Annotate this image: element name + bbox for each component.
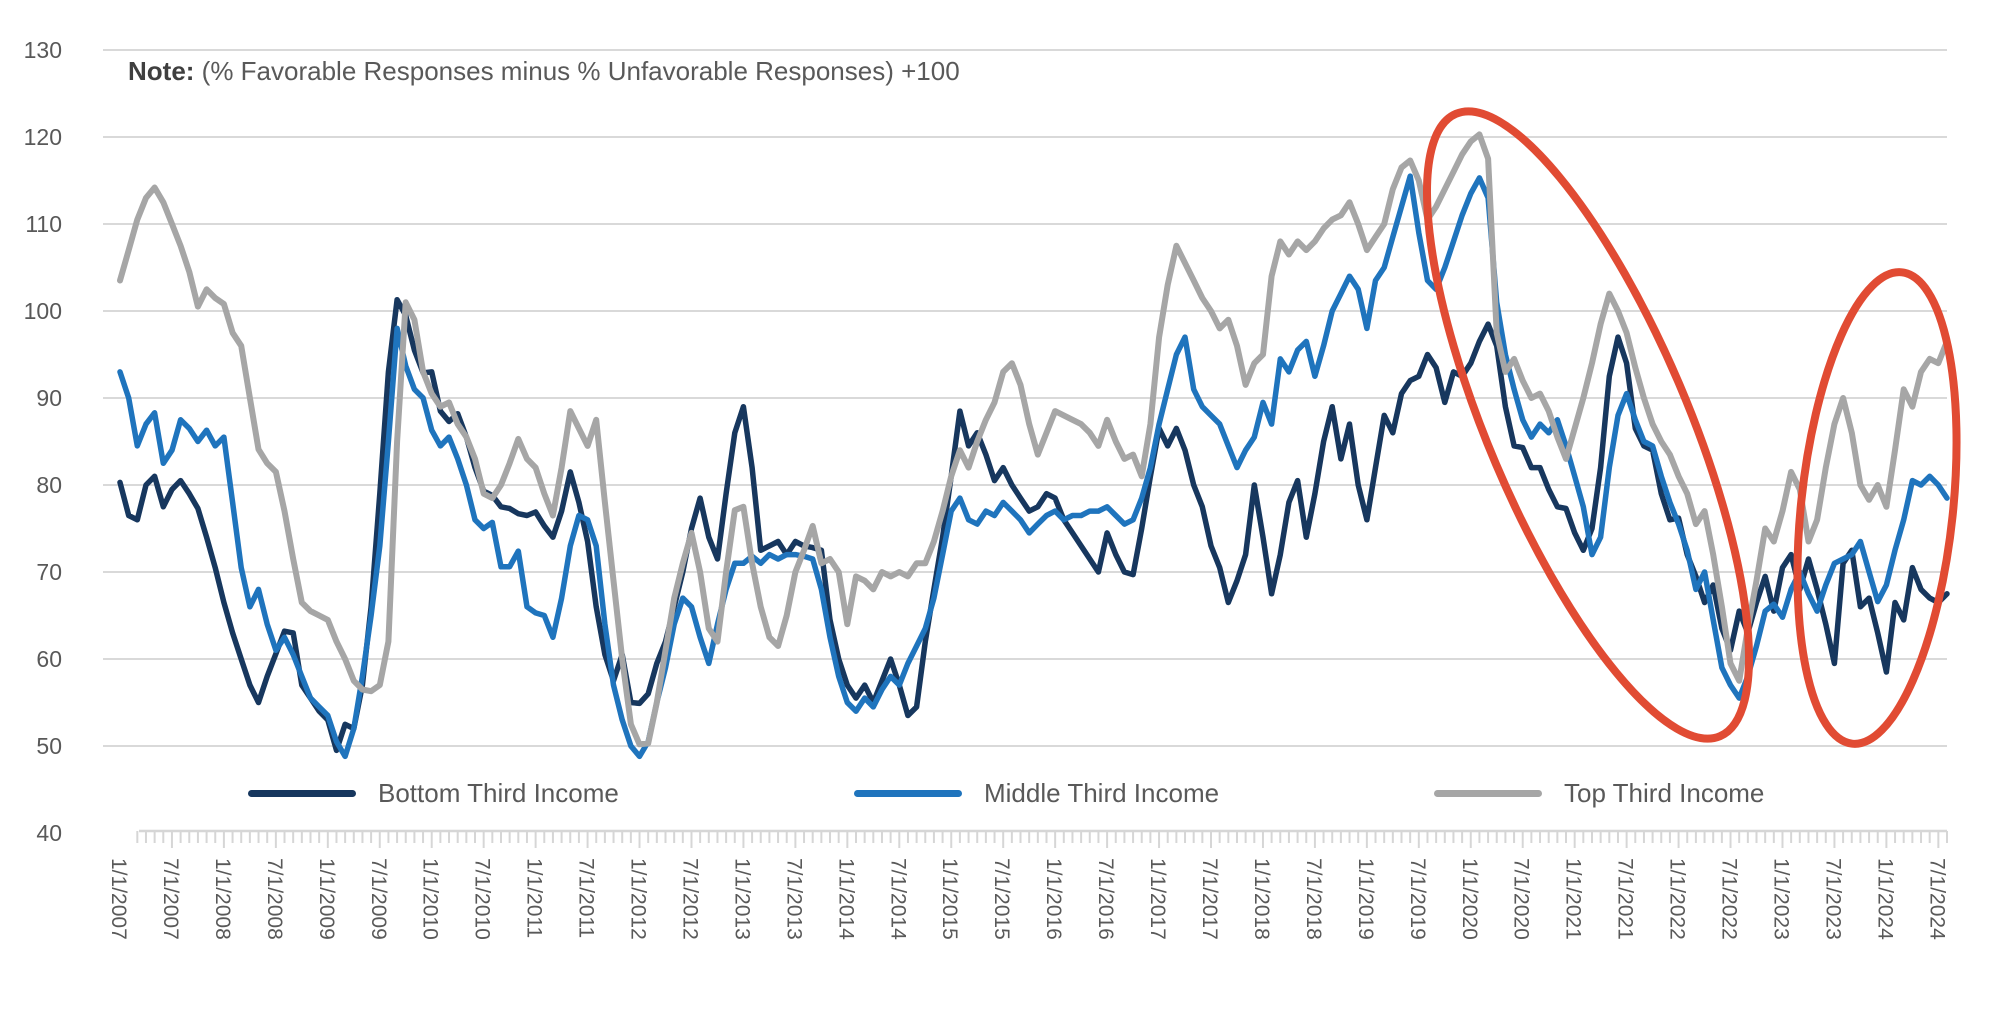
legend-item-middle-third: Middle Third Income (854, 778, 1219, 809)
x-axis-label: 1/1/2010 (419, 858, 442, 940)
x-axis-label: 1/1/2014 (834, 858, 857, 940)
x-axis-label: 7/1/2007 (159, 858, 182, 940)
x-axis-label: 1/1/2018 (1250, 858, 1273, 940)
x-axis-label: 7/1/2010 (471, 858, 494, 940)
x-axis-label: 7/1/2013 (782, 858, 805, 940)
y-axis-label: 70 (36, 559, 62, 585)
x-axis-label: 1/1/2017 (1146, 858, 1169, 940)
x-axis-label: 1/1/2016 (1042, 858, 1065, 940)
x-axis-label: 7/1/2017 (1198, 858, 1221, 940)
x-axis-label: 1/1/2021 (1562, 858, 1585, 940)
legend-label-bottom-third: Bottom Third Income (378, 778, 619, 808)
x-axis-label: 7/1/2011 (575, 858, 598, 938)
annotation-ellipse (1793, 268, 1961, 748)
y-axis-label: 120 (24, 124, 62, 150)
x-axis-label: 1/1/2012 (627, 858, 650, 940)
x-axis-label: 1/1/2022 (1666, 858, 1689, 940)
x-axis-label: 1/1/2024 (1873, 858, 1896, 940)
chart-note-text: (% Favorable Responses minus % Unfavorab… (194, 56, 960, 86)
legend-item-top-third: Top Third Income (1434, 778, 1764, 809)
legend-swatch-top-third (1434, 790, 1542, 797)
x-axis-label: 7/1/2019 (1406, 858, 1429, 940)
x-axis-label: 7/1/2023 (1821, 858, 1844, 940)
x-axis-label: 7/1/2022 (1718, 858, 1741, 940)
y-axis-label: 130 (24, 37, 62, 63)
x-axis-label: 7/1/2015 (990, 858, 1013, 940)
y-axis-label: 50 (36, 733, 62, 759)
x-axis-label: 1/1/2020 (1458, 858, 1481, 940)
x-axis-label: 7/1/2012 (678, 858, 701, 940)
legend: Bottom Third Income Middle Third Income … (0, 770, 2000, 810)
x-axis-label: 1/1/2013 (730, 858, 753, 940)
legend-swatch-bottom-third (248, 790, 356, 797)
x-axis-label: 1/1/2023 (1769, 858, 1792, 940)
x-axis-label: 7/1/2020 (1510, 858, 1533, 940)
x-axis-label: 1/1/2011 (523, 858, 546, 938)
x-axis-label: 7/1/2016 (1094, 858, 1117, 940)
x-axis-label: 1/1/2008 (211, 858, 234, 940)
x-axis-label: 7/1/2018 (1302, 858, 1325, 940)
chart-note-label: Note: (128, 56, 195, 86)
x-axis-label: 1/1/2009 (315, 858, 338, 940)
x-axis-label: 1/1/2015 (938, 858, 961, 940)
annotation-ellipse (1423, 107, 1753, 743)
x-axis-label: 7/1/2024 (1925, 858, 1948, 940)
y-axis-label: 40 (36, 820, 62, 846)
x-axis-label: 7/1/2009 (367, 858, 390, 940)
legend-label-middle-third: Middle Third Income (984, 778, 1220, 808)
y-axis-label: 90 (36, 385, 62, 411)
x-axis-label: 7/1/2008 (263, 858, 286, 940)
y-axis-label: 60 (36, 646, 62, 672)
legend-label-top-third: Top Third Income (1564, 778, 1765, 808)
y-axis-label: 100 (24, 298, 62, 324)
series-line-middle-third-income (117, 173, 1950, 760)
x-axis-label: 7/1/2014 (886, 858, 909, 940)
series-line-top-third-income (117, 131, 1950, 748)
x-axis-label: 1/1/2007 (107, 858, 130, 940)
y-axis-label: 80 (36, 472, 62, 498)
y-axis-label: 110 (25, 211, 62, 237)
x-axis-label: 7/1/2021 (1614, 858, 1637, 940)
legend-swatch-middle-third (854, 790, 962, 797)
chart-note: Note: (% Favorable Responses minus % Unf… (128, 56, 960, 87)
x-axis-label: 1/1/2019 (1354, 858, 1377, 940)
legend-item-bottom-third: Bottom Third Income (248, 778, 619, 809)
